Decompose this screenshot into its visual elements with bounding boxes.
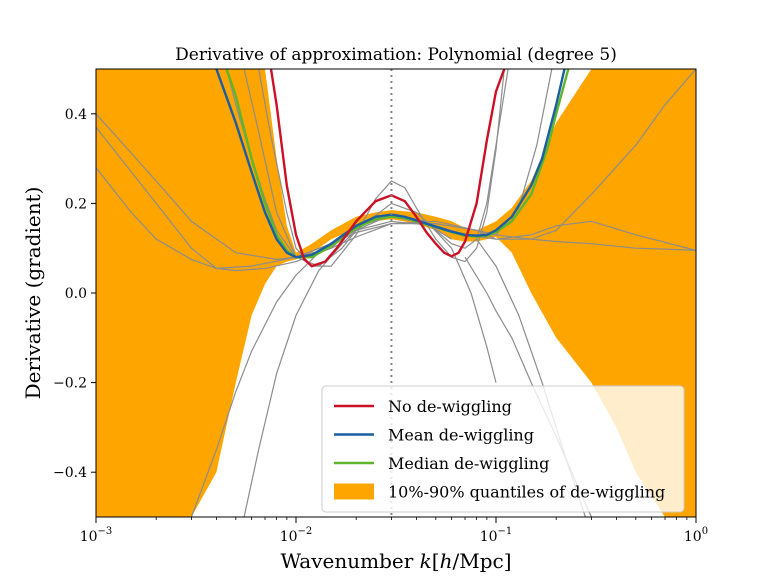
realisation-line <box>243 69 509 267</box>
x-tick-label: 100 <box>684 526 708 545</box>
y-tick-label: 0.2 <box>65 196 87 212</box>
legend: No de-wiggling Mean de-wiggling Median de-… <box>321 385 685 513</box>
y-axis-label: Derivative (gradient) <box>21 187 45 400</box>
legend-label: No de-wiggling <box>388 397 512 416</box>
y-tick-label: 0.4 <box>65 107 87 123</box>
legend-label: Median de-wiggling <box>388 454 549 473</box>
quantile-band <box>96 69 696 517</box>
legend-label: 10%-90% quantiles of de-wiggling <box>388 483 665 502</box>
x-tick-label: 10−3 <box>80 526 113 545</box>
y-tick-label: −0.2 <box>53 376 87 392</box>
chart-title: Derivative of approximation: Polynomial … <box>175 45 617 65</box>
y-tick-label: −0.4 <box>53 465 87 481</box>
series-line <box>215 69 566 259</box>
x-axis-label: Wavenumber k[h/Mpc] <box>280 549 511 573</box>
legend-swatch <box>334 483 374 500</box>
axes: 0.4 0.2 0.0 −0.2 −0.4 10−3 10−2 10−1 100 <box>53 107 708 545</box>
legend-label: Mean de-wiggling <box>388 426 534 445</box>
realisation-line <box>243 213 497 517</box>
x-tick-label: 10−1 <box>480 526 513 545</box>
y-tick-label: 0.0 <box>65 286 87 302</box>
legend-box <box>321 385 685 513</box>
series-line <box>269 69 506 268</box>
realisation-line <box>96 69 696 272</box>
realisation-line <box>96 126 696 270</box>
realisation-line <box>96 113 696 261</box>
x-tick-label: 10−2 <box>280 526 313 545</box>
plot-area <box>96 69 696 517</box>
